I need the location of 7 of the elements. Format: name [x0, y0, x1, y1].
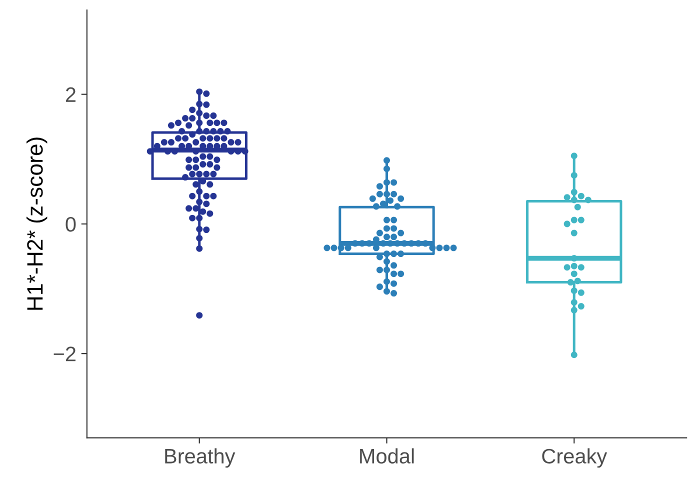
y-tick-label: −2: [54, 346, 76, 362]
x-tick-label: Breathy: [165, 448, 236, 468]
y-axis-title: H1*-H2* (z-score): [26, 138, 48, 310]
y-tick-label: 0: [66, 216, 76, 232]
x-tick-label: Modal: [360, 448, 414, 464]
y-tick-label: 2: [66, 87, 76, 102]
x-tick-label: Creaky: [542, 448, 608, 468]
